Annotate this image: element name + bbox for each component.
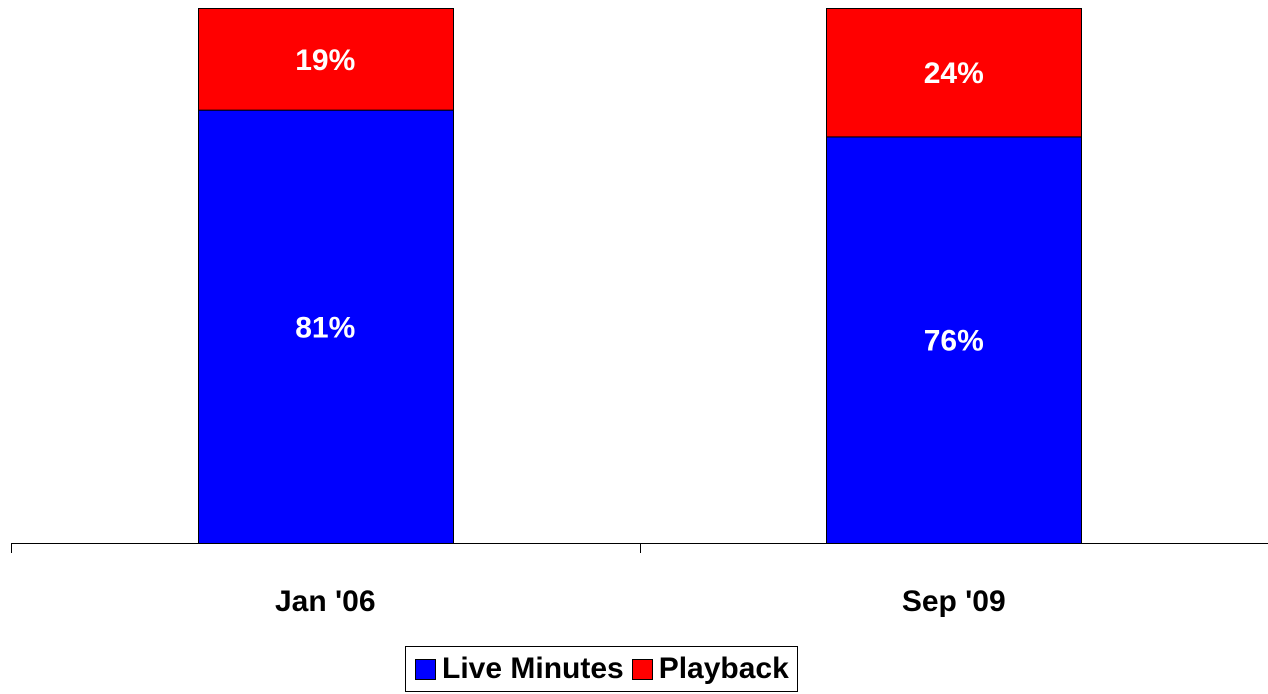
category-label-jan-06: Jan '06 bbox=[275, 585, 376, 618]
legend-swatch-live-minutes bbox=[415, 658, 436, 680]
legend-swatch-playback bbox=[631, 658, 653, 680]
data-label-live-minutes-jan-06: 81% bbox=[295, 311, 355, 344]
legend-label-playback: Playback bbox=[658, 652, 789, 685]
data-labels-group: 81% 19% 76% 24% bbox=[295, 44, 984, 358]
category-label-sep-09: Sep '09 bbox=[902, 585, 1006, 618]
bar-playback-sep-09 bbox=[826, 8, 1082, 138]
data-label-live-minutes-sep-09: 76% bbox=[924, 325, 984, 358]
bar-playback-jan-06 bbox=[198, 8, 454, 111]
x-axis bbox=[11, 543, 1268, 553]
legend-item-live-minutes: Live Minutes bbox=[415, 654, 624, 684]
bars-group bbox=[198, 8, 1082, 545]
bar-live-minutes-jan-06 bbox=[198, 109, 454, 545]
data-label-playback-sep-09: 24% bbox=[924, 57, 984, 90]
legend-label-live-minutes: Live Minutes bbox=[442, 652, 624, 685]
category-labels-group: Jan '06 Sep '09 bbox=[275, 585, 1006, 618]
data-label-playback-jan-06: 19% bbox=[295, 44, 355, 77]
legend-item-playback: Playback bbox=[631, 652, 789, 685]
legend: Live Minutes Playback bbox=[405, 646, 798, 692]
